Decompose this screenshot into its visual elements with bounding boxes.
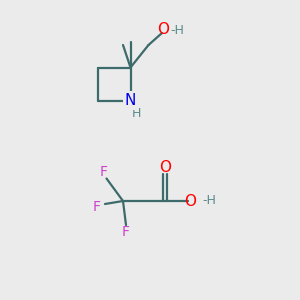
Text: O: O — [184, 194, 196, 208]
Text: F: F — [122, 225, 130, 238]
Text: H: H — [132, 106, 141, 120]
Text: F: F — [100, 166, 107, 179]
Text: -H: -H — [202, 194, 216, 208]
Text: O: O — [158, 22, 169, 38]
Text: O: O — [159, 160, 171, 175]
Text: -H: -H — [171, 23, 184, 37]
Text: F: F — [93, 200, 101, 214]
Text: N: N — [125, 93, 136, 108]
